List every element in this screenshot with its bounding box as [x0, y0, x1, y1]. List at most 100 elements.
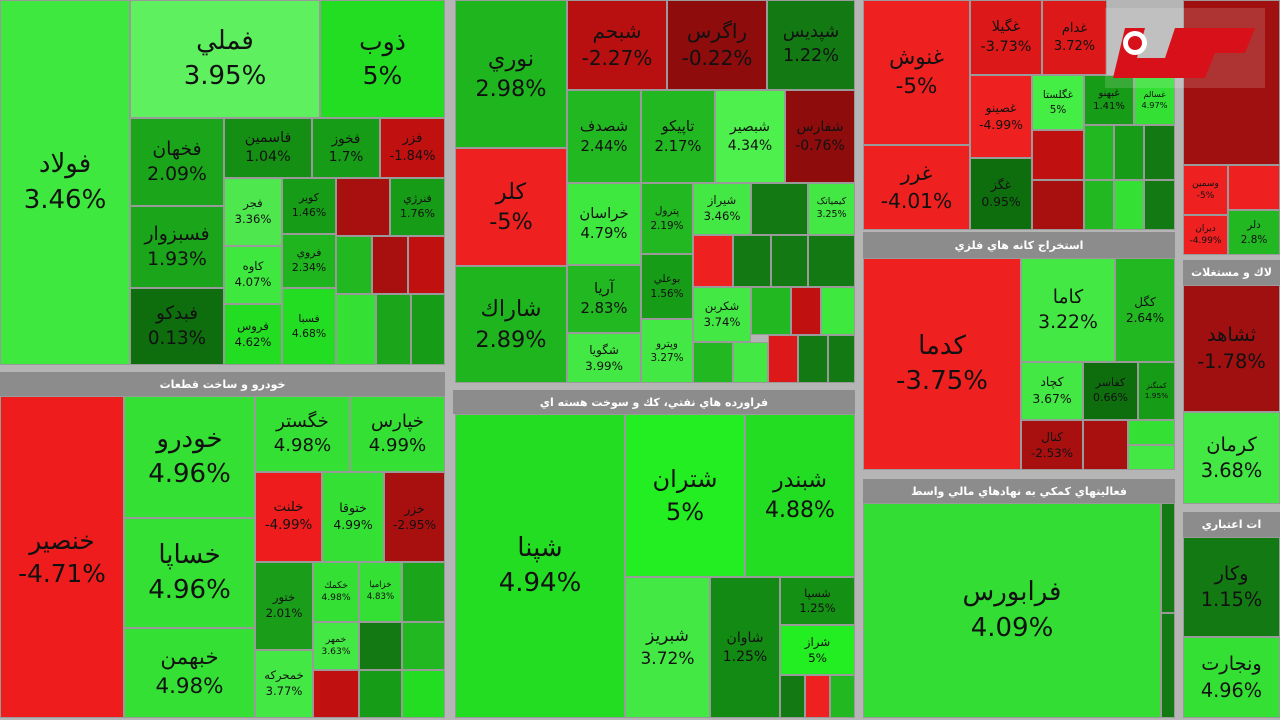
- stock-tile: فخهان 2.09%: [130, 118, 224, 206]
- filler-tile: [751, 287, 791, 335]
- stock-tile: کویر 1.46%: [282, 178, 336, 234]
- stock-change: 5%: [665, 497, 705, 526]
- stock-name: فبدكو: [155, 302, 199, 324]
- stock-tile: خکمك 4.98%: [313, 562, 359, 622]
- stock-change: 3.36%: [234, 212, 272, 226]
- stock-name: شراز: [804, 634, 831, 649]
- stock-tile: شگويا 3.99%: [567, 333, 641, 383]
- stock-name: فاسمين: [244, 129, 292, 146]
- stock-name: فسبا: [298, 311, 320, 325]
- filler-tile: [1083, 420, 1128, 470]
- stock-change: -4.71%: [18, 559, 106, 588]
- stock-tile: كاما 3.22%: [1021, 258, 1115, 362]
- stock-name: فنرژي: [403, 192, 432, 206]
- stock-tile: غدام 3.72%: [1042, 0, 1107, 75]
- stock-tile: شپنا 4.94%: [455, 414, 625, 718]
- stock-change: 4.96%: [148, 575, 231, 605]
- filler-tile: [1144, 125, 1175, 180]
- filler-tile: [771, 235, 808, 287]
- stock-name: شتران: [652, 465, 718, 494]
- stock-change: -4.99%: [979, 116, 1023, 132]
- stock-tile: كرمان 3.68%: [1183, 412, 1280, 504]
- filler-tile: [791, 287, 821, 335]
- stock-change: 1.41%: [1093, 101, 1125, 112]
- stock-change: 4.79%: [580, 225, 628, 242]
- stock-tile: وسمين -5%: [1183, 165, 1228, 215]
- stock-name: فخوز: [331, 130, 361, 147]
- stock-change: 4.96%: [148, 459, 231, 489]
- stock-change: -1.84%: [389, 149, 436, 164]
- stock-tile: بوعلي 1.56%: [641, 254, 693, 319]
- stock-tile: راگرس -0.22%: [667, 0, 767, 90]
- sector-header: لاك و مستغلات: [1183, 260, 1280, 285]
- stock-name: كفاسر: [1095, 376, 1126, 390]
- stock-tile: شکربن 3.74%: [693, 287, 751, 342]
- stock-change: 2.19%: [650, 219, 684, 232]
- sector-header: فراورده هاي نفتي، كك و سوخت هسته اي: [453, 390, 855, 414]
- stock-name: شکربن: [704, 298, 740, 313]
- stock-change: 4.98%: [273, 435, 332, 456]
- stock-tile: فبدكو 0.13%: [130, 288, 224, 365]
- stock-change: 3.67%: [1032, 391, 1072, 406]
- stock-tile: فروس 4.62%: [224, 304, 282, 365]
- stock-tile: خمحرکه 3.77%: [255, 650, 313, 718]
- stock-tile: فجر 3.36%: [224, 178, 282, 246]
- stock-name: غرر: [900, 161, 933, 186]
- stock-name: كنال: [1041, 429, 1063, 444]
- filler-tile: [693, 235, 733, 287]
- stock-tile: شراز 5%: [780, 625, 855, 675]
- stock-tile: وكار 1.15%: [1183, 537, 1280, 637]
- stock-name: فرابورس: [962, 577, 1062, 608]
- stock-tile: شیراز 3.46%: [693, 183, 751, 235]
- stock-name: شیراز: [707, 193, 737, 208]
- stock-change: 0.95%: [981, 194, 1021, 209]
- stock-name: خکمك: [324, 579, 348, 591]
- stock-change: 1.22%: [783, 46, 839, 66]
- filler-tile: [376, 294, 411, 365]
- stock-name: خراسان: [579, 205, 629, 223]
- stock-tile: غرر -4.01%: [863, 145, 970, 230]
- stock-change: -1.78%: [1197, 349, 1266, 373]
- stock-tile: كنال -2.53%: [1021, 420, 1083, 470]
- stock-change: 3.68%: [1200, 459, 1263, 482]
- stock-change: 1.56%: [650, 287, 684, 300]
- stock-change: 0.66%: [1093, 391, 1128, 404]
- stock-name: خبهمن: [160, 645, 219, 671]
- stock-change: 2.83%: [580, 300, 628, 317]
- stock-name: کاوه: [242, 259, 264, 274]
- stock-change: 3.63%: [321, 646, 351, 657]
- stock-name: راگرس: [686, 19, 748, 43]
- stock-name: شصدف: [579, 117, 629, 135]
- stock-tile: غگز 0.95%: [970, 158, 1032, 230]
- stock-change: 4.99%: [368, 435, 427, 456]
- stock-name: ثشاهد: [1206, 323, 1256, 347]
- stock-tile: شبريز 3.72%: [625, 577, 710, 718]
- stock-change: 3.27%: [650, 352, 684, 364]
- stock-change: 3.25%: [816, 209, 847, 220]
- stock-tile: غنوش -5%: [863, 0, 970, 145]
- stock-tile: آريا 2.83%: [567, 265, 641, 333]
- sector-header: فعاليتهاي كمكي به نهادهاي مالي واسط: [863, 479, 1175, 503]
- stock-name: ديران: [1195, 223, 1216, 234]
- stock-change: -3.73%: [980, 38, 1032, 55]
- stock-tile: شفارس -0.76%: [785, 90, 855, 183]
- stock-tile: شبندر 4.88%: [745, 414, 855, 577]
- stock-tile: فزر -1.84%: [380, 118, 445, 178]
- stock-name: فروي: [296, 246, 322, 260]
- filler-tile: [693, 342, 733, 383]
- stock-name: كاما: [1052, 286, 1084, 308]
- stock-change: -4.99%: [264, 518, 313, 533]
- stock-tile: ختوقا 4.99%: [322, 472, 384, 562]
- filler-tile: [830, 675, 855, 718]
- stock-tile: فسبزوار 1.93%: [130, 206, 224, 288]
- stock-change: 1.7%: [328, 149, 364, 165]
- stock-name: فسبزوار: [144, 223, 210, 245]
- stock-change: 3.77%: [265, 684, 303, 698]
- stock-tile: خراسان 4.79%: [567, 183, 641, 265]
- stock-change: 5%: [808, 651, 827, 665]
- stock-name: شاراك: [480, 296, 542, 323]
- stock-name: ذوب: [359, 27, 406, 57]
- stock-name: كرمان: [1206, 432, 1257, 456]
- stock-name: غگز: [990, 177, 1012, 193]
- stock-tile: کاوه 4.07%: [224, 246, 282, 304]
